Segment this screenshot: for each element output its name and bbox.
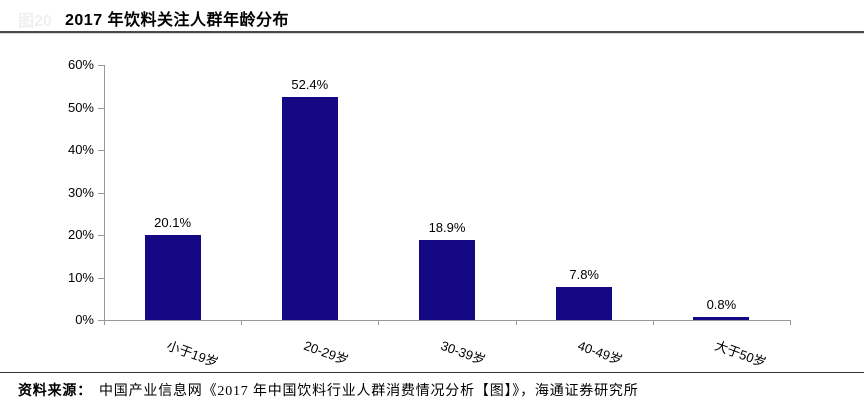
bar-5 (693, 316, 750, 320)
figure-number-watermark: 图20 (18, 13, 52, 30)
source-label: 资料来源： (18, 384, 92, 399)
bar-value-label: 0.8% (706, 296, 737, 312)
bar-value-label: 18.9% (428, 219, 466, 235)
bar-value-label: 52.4% (291, 77, 329, 93)
bar-value-label: 7.8% (569, 266, 599, 282)
bar-1 (144, 234, 201, 320)
y-axis-tick-label: 60% (67, 57, 94, 72)
x-axis-tick (652, 321, 654, 325)
footer-divider (0, 372, 864, 373)
y-axis-tick (98, 192, 104, 194)
x-category-label: 小于19岁 (164, 337, 220, 371)
x-axis-tick (378, 321, 380, 325)
y-axis-tick-label: 30% (67, 184, 94, 200)
x-axis-tick (515, 321, 517, 325)
y-axis-tick-label: 20% (67, 227, 94, 242)
y-axis-tick (98, 277, 104, 279)
x-category-label: 大于50岁 (713, 337, 769, 371)
x-category-label: 30-39岁 (438, 337, 488, 368)
x-axis-tick (241, 321, 243, 325)
y-axis-tick-label: 0% (75, 312, 94, 327)
x-axis (104, 320, 791, 321)
y-axis-tick (98, 65, 104, 66)
source-text: 中国产业信息网《2017 年中国饮料行业人群消费情况分析【图】》，海通证券研究所 (99, 384, 639, 399)
header-divider (0, 31, 864, 34)
y-axis-tick-label: 10% (67, 269, 94, 285)
x-axis-tick (790, 321, 791, 325)
bar-4 (556, 286, 613, 320)
source-note: 资料来源： 中国产业信息网《2017 年中国饮料行业人群消费情况分析【图】》，海通… (18, 380, 639, 400)
y-axis-tick (98, 107, 104, 109)
y-axis-tick (98, 150, 104, 151)
x-category-label: 20-29岁 (301, 337, 351, 368)
y-axis (104, 65, 105, 321)
chart-title: 2017 年饮料关注人群年龄分布 (65, 12, 290, 29)
bar-3 (419, 239, 475, 320)
bar-2 (281, 97, 338, 320)
y-axis-tick-label: 50% (67, 99, 94, 115)
bar-value-label: 20.1% (154, 214, 192, 230)
y-axis-tick (98, 320, 104, 321)
y-axis-tick-label: 40% (67, 142, 94, 157)
x-category-label: 40-49岁 (576, 337, 625, 368)
x-axis-tick (104, 321, 105, 325)
y-axis-tick (98, 235, 104, 236)
